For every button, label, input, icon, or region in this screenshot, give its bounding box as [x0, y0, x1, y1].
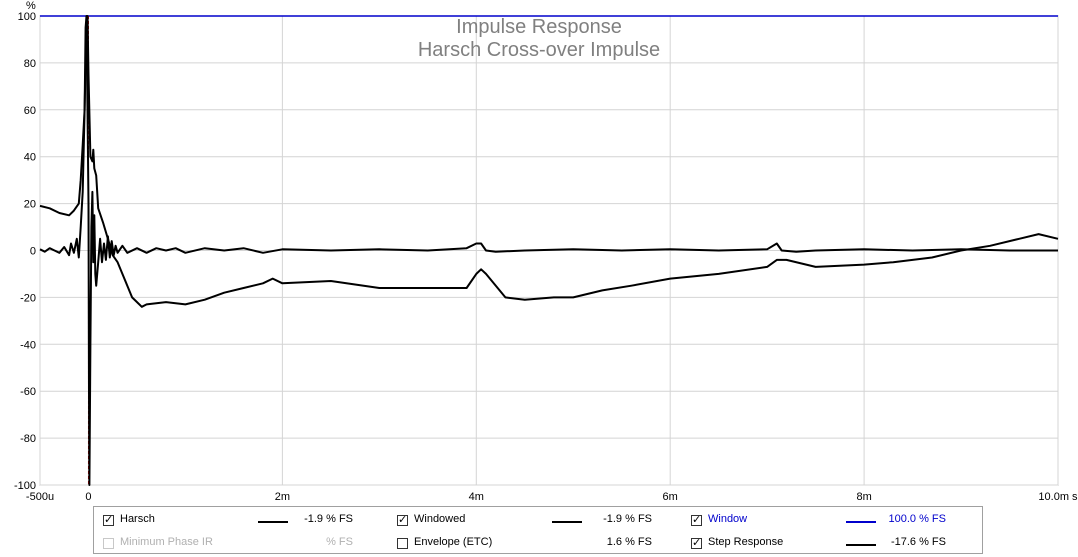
- y-tick-labels: 100 80 60 40 20 0 -20 -40 -60 -80 -100: [14, 11, 36, 492]
- legend-item-harsch[interactable]: ✓ Harsch -1.9 % FS: [103, 511, 393, 533]
- step-response-swatch: [846, 544, 876, 546]
- legend-row-1: ✓ Harsch -1.9 % FS ✓ Windowed -1.9 % FS …: [94, 511, 982, 533]
- y-tick-label: -80: [20, 433, 36, 445]
- series-lines: [39, 15, 1059, 486]
- envelope-etc-label: Envelope (ETC): [414, 536, 493, 548]
- y-tick-label: -100: [14, 480, 36, 492]
- chart-subtitle: Harsch Cross-over Impulse: [418, 39, 660, 61]
- x-tick-label: 6m: [663, 491, 678, 503]
- legend-item-step-response[interactable]: ✓ Step Response -17.6 % FS: [691, 534, 981, 556]
- y-tick-label: -40: [20, 339, 36, 351]
- legend-item-envelope-etc[interactable]: Envelope (ETC) 1.6 % FS: [397, 534, 687, 556]
- windowed-swatch: [552, 521, 582, 523]
- y-tick-label: 0: [30, 246, 36, 258]
- x-tick-label: 10.0m s: [1038, 491, 1078, 503]
- legend-row-2: Minimum Phase IR % FS Envelope (ETC) 1.6…: [94, 534, 982, 556]
- x-tick-label: 8m: [856, 491, 871, 503]
- legend-item-window[interactable]: ✓ Window 100.0 % FS: [691, 511, 981, 533]
- windowed-label: Windowed: [414, 513, 466, 525]
- x-tick-label: 0: [85, 491, 91, 503]
- minimum-phase-ir-checkbox: [103, 538, 114, 549]
- envelope-etc-value: 1.6 % FS: [606, 536, 652, 548]
- harsch-checkbox[interactable]: ✓: [103, 514, 114, 526]
- y-tick-label: 60: [24, 105, 36, 117]
- window-label: Window: [708, 513, 748, 525]
- y-tick-label: -60: [20, 386, 36, 398]
- harsch-label: Harsch: [120, 513, 155, 525]
- step-response-checkbox[interactable]: ✓: [691, 537, 702, 549]
- impulse-chart: 100 80 60 40 20 0 -20 -40 -60 -80 -100 -500u 0 2m 4m 6…: [14, 0, 1078, 503]
- y-tick-label: 100: [18, 11, 36, 23]
- x-tick-label: -500u: [26, 491, 54, 503]
- x-tick-label: 2m: [275, 491, 290, 503]
- windowed-value: -1.9 % FS: [603, 513, 652, 525]
- step-response-line: [39, 15, 1059, 308]
- harsch-swatch: [258, 521, 288, 523]
- y-tick-label: 80: [24, 58, 36, 70]
- envelope-etc-checkbox[interactable]: [397, 538, 408, 549]
- step-response-value: -17.6 % FS: [890, 536, 946, 548]
- window-value: 100.0 % FS: [888, 513, 946, 525]
- chart-title: Impulse Response: [456, 16, 622, 38]
- minimum-phase-ir-label: Minimum Phase IR: [120, 536, 213, 548]
- y-tick-label: 40: [24, 152, 36, 164]
- minimum-phase-ir-value: % FS: [326, 536, 353, 548]
- x-tick-label: 4m: [469, 491, 484, 503]
- harsch-value: -1.9 % FS: [304, 513, 353, 525]
- legend-item-minimum-phase-ir: Minimum Phase IR % FS: [103, 534, 393, 556]
- y-axis-unit-label: %: [26, 0, 36, 12]
- y-tick-label: -20: [20, 292, 36, 304]
- window-swatch: [846, 521, 876, 523]
- y-tick-label: 20: [24, 199, 36, 211]
- harsch-line: [39, 15, 1058, 486]
- legend-item-windowed[interactable]: ✓ Windowed -1.9 % FS: [397, 511, 687, 533]
- legend-panel: ✓ Harsch -1.9 % FS ✓ Windowed -1.9 % FS …: [93, 506, 983, 554]
- x-tick-labels: -500u 0 2m 4m 6m 8m 10.0m s: [26, 491, 1078, 503]
- windowed-checkbox[interactable]: ✓: [397, 514, 408, 526]
- window-checkbox[interactable]: ✓: [691, 514, 702, 526]
- step-response-label: Step Response: [708, 536, 784, 548]
